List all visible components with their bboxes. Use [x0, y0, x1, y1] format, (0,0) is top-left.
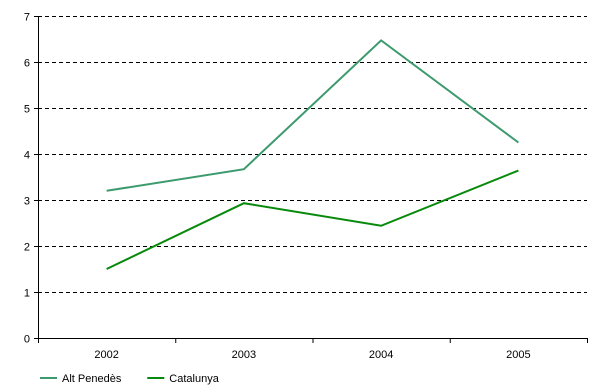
x-tick-label: 2005 [506, 349, 530, 361]
grid-lines [38, 17, 587, 293]
axes [34, 16, 588, 343]
y-tick-label: 7 [24, 12, 30, 24]
legend-label-1: Alt Penedès [62, 373, 122, 385]
y-tick-label: 5 [24, 104, 30, 116]
y-tick-label: 1 [24, 288, 30, 300]
y-tick-label: 6 [24, 58, 30, 70]
y-tick-label: 4 [24, 150, 30, 162]
x-tick-label: 2003 [232, 349, 256, 361]
x-tick-label: 2004 [369, 349, 393, 361]
y-tick-label: 2 [24, 242, 30, 254]
x-tick-label: 2002 [94, 349, 118, 361]
legend-label-2: Catalunya [169, 373, 219, 385]
y-tick-label: 3 [24, 196, 30, 208]
y-tick-label: 0 [24, 334, 30, 346]
x-tick-labels: 2002 2003 2004 2005 [94, 349, 530, 361]
y-tick-labels: 0 1 2 3 4 5 6 7 [24, 12, 30, 346]
legend: Alt Penedès Catalunya [40, 373, 220, 385]
series-line-2 [107, 171, 519, 269]
